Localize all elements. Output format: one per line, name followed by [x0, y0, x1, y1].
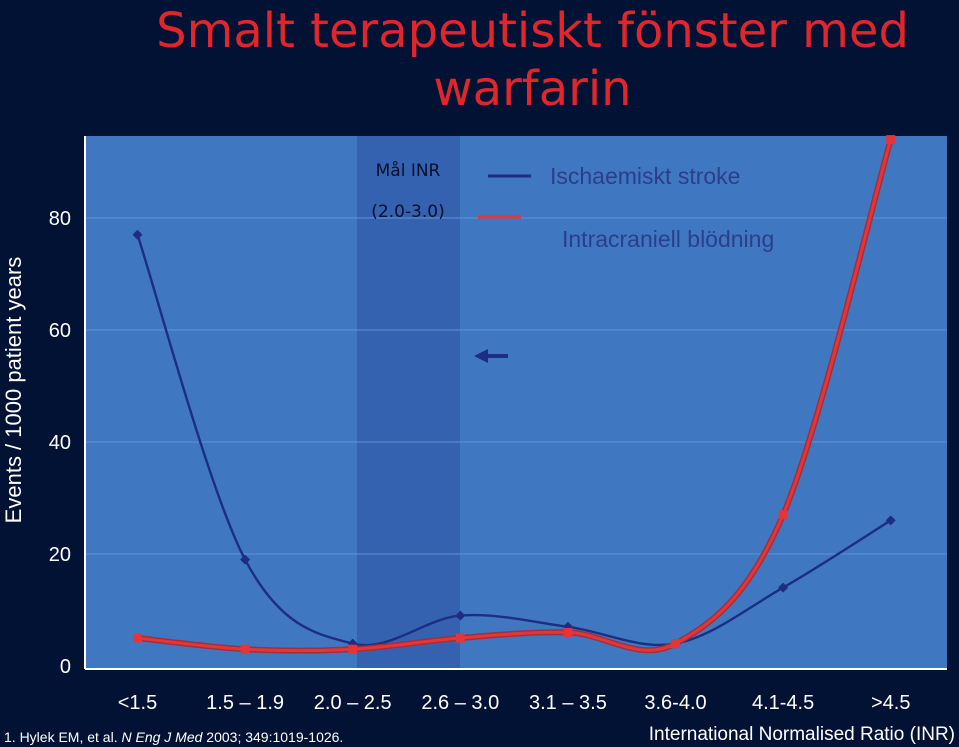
legend-label-ischaemic-stroke: Ischaemiskt stroke — [550, 163, 740, 189]
target-inr-band — [357, 136, 460, 669]
y-axis-label: Events / 1000 patient years — [1, 257, 26, 524]
left-arrow-annotation — [474, 349, 508, 363]
point-intracraniell-bl-dning-3 — [348, 644, 358, 654]
point-ischaemiskt-stroke-4 — [455, 610, 466, 621]
citation-journal: N Eng J Med — [121, 729, 203, 745]
citation-suffix: 2003; 349:1019-1026. — [202, 729, 343, 745]
point-intracraniell-bl-dning-4 — [455, 633, 465, 643]
x-category-3: 2.0 – 2.5 — [314, 692, 392, 714]
point-ischaemiskt-stroke-8 — [885, 515, 896, 526]
target-band-range: (2.0-3.0) — [371, 202, 444, 222]
plot-area — [85, 136, 947, 669]
point-intracraniell-bl-dning-2 — [240, 644, 250, 654]
y-tick-labels: 0 20 40 60 80 — [49, 208, 71, 678]
series-line-ischaemiskt-stroke — [136, 233, 892, 647]
chart-title-line-1: Smalt terapeutiskt fönster med — [156, 3, 909, 59]
point-intracraniell-bl-dning-5 — [563, 627, 573, 637]
chart-title: Smalt terapeutiskt fönster med warfarin — [110, 2, 955, 118]
target-band-label: Mål INR — [376, 160, 441, 181]
legend: Ischaemiskt stroke Intracraniell blödnin… — [478, 163, 774, 252]
x-category-2: 1.5 – 1.9 — [206, 692, 284, 714]
point-intracraniell-bl-dning-8 — [886, 135, 896, 145]
point-ischaemiskt-stroke-2 — [240, 554, 251, 565]
point-intracraniell-bl-dning-1 — [133, 633, 142, 643]
y-tick-80: 80 — [49, 208, 71, 230]
point-ischaemiskt-stroke-1 — [132, 229, 143, 240]
series-markers — [132, 135, 896, 654]
point-ischaemiskt-stroke-7 — [778, 582, 789, 593]
point-intracraniell-bl-dning-6 — [671, 639, 680, 649]
y-tick-40: 40 — [49, 432, 71, 454]
x-category-8: >4.5 — [871, 692, 910, 714]
x-category-5: 3.1 – 3.5 — [529, 692, 607, 714]
y-tick-60: 60 — [49, 320, 71, 342]
y-tick-20: 20 — [49, 544, 71, 566]
citation: 1. Hylek EM, et al. N Eng J Med 2003; 34… — [4, 729, 343, 745]
x-category-1: <1.5 — [118, 692, 157, 714]
x-category-7: 4.1-4.5 — [752, 692, 814, 714]
citation-prefix: 1. Hylek EM, et al. — [4, 729, 121, 745]
chart-title-line-2: warfarin — [433, 61, 632, 117]
x-category-labels: <1.5 1.5 – 1.9 2.0 – 2.5 2.6 – 3.0 3.1 – 3.5… — [118, 692, 911, 714]
y-tick-0: 0 — [60, 656, 71, 678]
x-category-4: 2.6 – 3.0 — [421, 692, 499, 714]
point-intracraniell-bl-dning-7 — [778, 510, 788, 520]
legend-label-intracranial-bleeding: Intracraniell blödning — [562, 226, 774, 252]
x-axis-label: International Normalised Ratio (INR) — [649, 724, 955, 745]
x-category-6: 3.6-4.0 — [644, 692, 706, 714]
